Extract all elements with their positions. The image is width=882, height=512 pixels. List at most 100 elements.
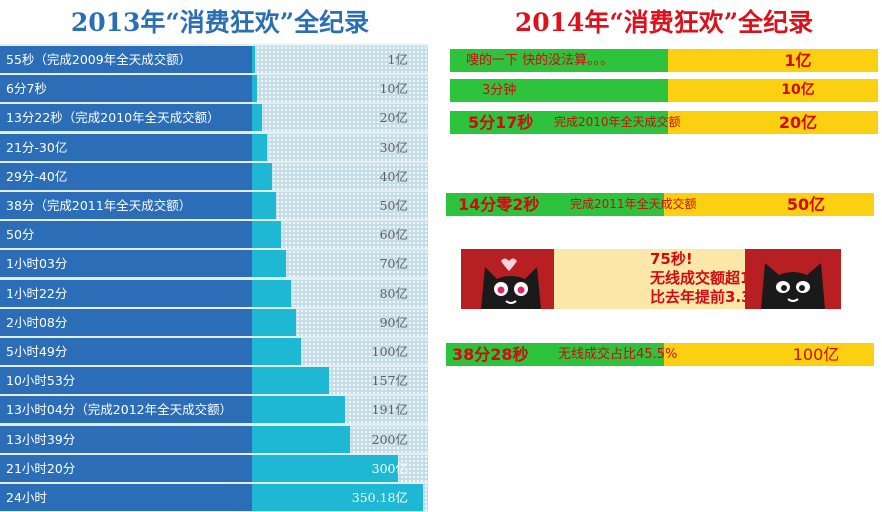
banner-text-panel: 75秒! 无线成交额超1亿! 比去年提前3.3倍! bbox=[554, 249, 773, 309]
category-label: 1小时03分 bbox=[6, 256, 68, 272]
bar bbox=[252, 133, 267, 161]
bar bbox=[252, 454, 399, 482]
bar bbox=[252, 221, 282, 249]
bar bbox=[252, 396, 346, 424]
value-label: 50亿 bbox=[379, 198, 408, 213]
value-label: 1亿 bbox=[784, 51, 812, 70]
value-label: 40亿 bbox=[379, 168, 408, 184]
value-label: 60亿 bbox=[379, 227, 408, 243]
value-cell bbox=[668, 79, 878, 102]
bar bbox=[252, 104, 262, 132]
category-label: 55秒（完成2009年全天成交额） bbox=[6, 52, 192, 67]
value-label: 20亿 bbox=[778, 113, 818, 132]
bar bbox=[252, 75, 257, 103]
bar-row: 21分-30亿 30亿 bbox=[0, 133, 428, 161]
category-cell: 10小时53分 bbox=[0, 367, 252, 395]
bar-row: 6分7秒 10亿 bbox=[0, 75, 428, 103]
bar bbox=[252, 338, 301, 365]
bar bbox=[252, 425, 350, 453]
note-label: 无线成交占比45.5% bbox=[558, 347, 678, 362]
category-cell: 1小时03分 bbox=[0, 250, 252, 278]
category-label: 2小时08分 bbox=[6, 314, 68, 330]
time-cell bbox=[450, 49, 668, 72]
time-label: 38分28秒 bbox=[452, 345, 529, 364]
value-cell bbox=[664, 193, 874, 216]
category-cell: 13小时39分 bbox=[0, 425, 252, 453]
bar bbox=[252, 192, 277, 219]
category-cell: 21小时20分 bbox=[0, 454, 252, 482]
time-cell bbox=[450, 111, 668, 134]
time-label: 14分零2秒 bbox=[458, 195, 540, 214]
value-label: 350.18亿 bbox=[351, 490, 408, 505]
bar-row: 1小时03分 70亿 bbox=[0, 250, 428, 278]
promo-banner: 75秒! 无线成交额超1亿! 比去年提前3.3倍! bbox=[461, 249, 841, 309]
value-label: 157亿 bbox=[371, 373, 408, 389]
value-label: 100亿 bbox=[792, 345, 840, 364]
category-cell: 21分-30亿 bbox=[0, 133, 252, 161]
category-cell: 29分-40亿 bbox=[0, 162, 252, 190]
row-2014-4: 14分零2秒 完成2011年全天成交额 50亿 bbox=[446, 193, 874, 216]
category-label: 1小时22分 bbox=[6, 285, 68, 301]
category-cell: 1小时22分 bbox=[0, 279, 252, 307]
value-label: 300亿 bbox=[371, 460, 408, 476]
bar-row: 38分（完成2011年全天成交额） 50亿 bbox=[0, 192, 428, 219]
category-label: 50分 bbox=[6, 227, 35, 243]
value-label: 10亿 bbox=[781, 82, 815, 98]
category-label: 24小时 bbox=[6, 490, 47, 505]
value-cell bbox=[664, 343, 874, 366]
bar bbox=[252, 46, 255, 73]
category-label: 13小时04分（完成2012年全天成交额） bbox=[6, 402, 233, 418]
chart-title-2013: 2013年“消费狂欢”全纪录 bbox=[70, 8, 370, 37]
note-label: 完成2011年全天成交额 bbox=[570, 197, 697, 211]
row-2014-5: 38分28秒 无线成交占比45.5% 100亿 bbox=[446, 343, 874, 366]
chart-2013: 55秒（完成2009年全天成交额） 1亿 6分7秒 10亿 13分22秒（完成2010年… bbox=[0, 44, 428, 512]
value-label: 70亿 bbox=[379, 256, 408, 272]
cat-mascot-left-icon bbox=[461, 249, 554, 309]
category-cell: 50分 bbox=[0, 221, 252, 249]
bar-row: 1小时22分 80亿 bbox=[0, 279, 428, 307]
bar-row: 21小时20分 300亿 bbox=[0, 454, 428, 482]
category-label: 6分7秒 bbox=[6, 81, 47, 97]
bar bbox=[252, 367, 329, 395]
category-cell: 38分（完成2011年全天成交额） bbox=[0, 192, 252, 219]
value-label: 20亿 bbox=[379, 110, 408, 126]
category-label: 38分（完成2011年全天成交额） bbox=[6, 198, 192, 213]
time-cell bbox=[450, 79, 668, 102]
value-label: 100亿 bbox=[371, 344, 408, 359]
value-cell bbox=[668, 49, 878, 72]
value-label: 1亿 bbox=[387, 52, 408, 67]
row-2014-1: 嗖的一下 快的没法算。。。 1亿 bbox=[450, 49, 878, 72]
bar-row: 13小时04分（完成2012年全天成交额） 191亿 bbox=[0, 396, 428, 424]
value-cell bbox=[668, 111, 878, 134]
row-2014-3: 5分17秒 完成2010年全天成交额 20亿 bbox=[450, 111, 878, 134]
category-cell: 6分7秒 bbox=[0, 75, 252, 103]
bar-row: 10小时53分 157亿 bbox=[0, 367, 428, 395]
value-label: 200亿 bbox=[371, 431, 408, 447]
bar-row: 50分 60亿 bbox=[0, 221, 428, 249]
category-label: 13小时39分 bbox=[6, 431, 76, 447]
category-label: 21分-30亿 bbox=[6, 139, 68, 155]
bar-row: 55秒（完成2009年全天成交额） 1亿 bbox=[0, 46, 428, 73]
time-cell bbox=[446, 193, 664, 216]
value-label: 50亿 bbox=[786, 195, 826, 214]
banner-line-2: 无线成交额超1亿! bbox=[650, 269, 773, 287]
bar-row: 2小时08分 90亿 bbox=[0, 308, 428, 336]
time-cell bbox=[446, 343, 664, 366]
category-label: 10小时53分 bbox=[6, 373, 76, 389]
category-label: 13分22秒（完成2010年全天成交额） bbox=[6, 110, 220, 126]
time-label: 3分钟 bbox=[482, 83, 517, 98]
category-label: 21小时20分 bbox=[6, 460, 76, 476]
bar bbox=[252, 484, 423, 511]
value-label: 30亿 bbox=[379, 139, 408, 155]
bar bbox=[252, 308, 296, 336]
value-label: 10亿 bbox=[379, 81, 408, 97]
banner-line-3: 比去年提前3.3倍! bbox=[650, 288, 774, 306]
bar bbox=[252, 162, 272, 190]
category-cell: 13小时04分（完成2012年全天成交额） bbox=[0, 396, 252, 424]
bar-row: 13小时39分 200亿 bbox=[0, 425, 428, 453]
value-label: 90亿 bbox=[379, 314, 408, 330]
category-cell: 55秒（完成2009年全天成交额） bbox=[0, 46, 252, 73]
value-label: 80亿 bbox=[379, 285, 408, 301]
time-label: 5分17秒 bbox=[468, 113, 534, 132]
category-cell: 5小时49分 bbox=[0, 338, 252, 365]
